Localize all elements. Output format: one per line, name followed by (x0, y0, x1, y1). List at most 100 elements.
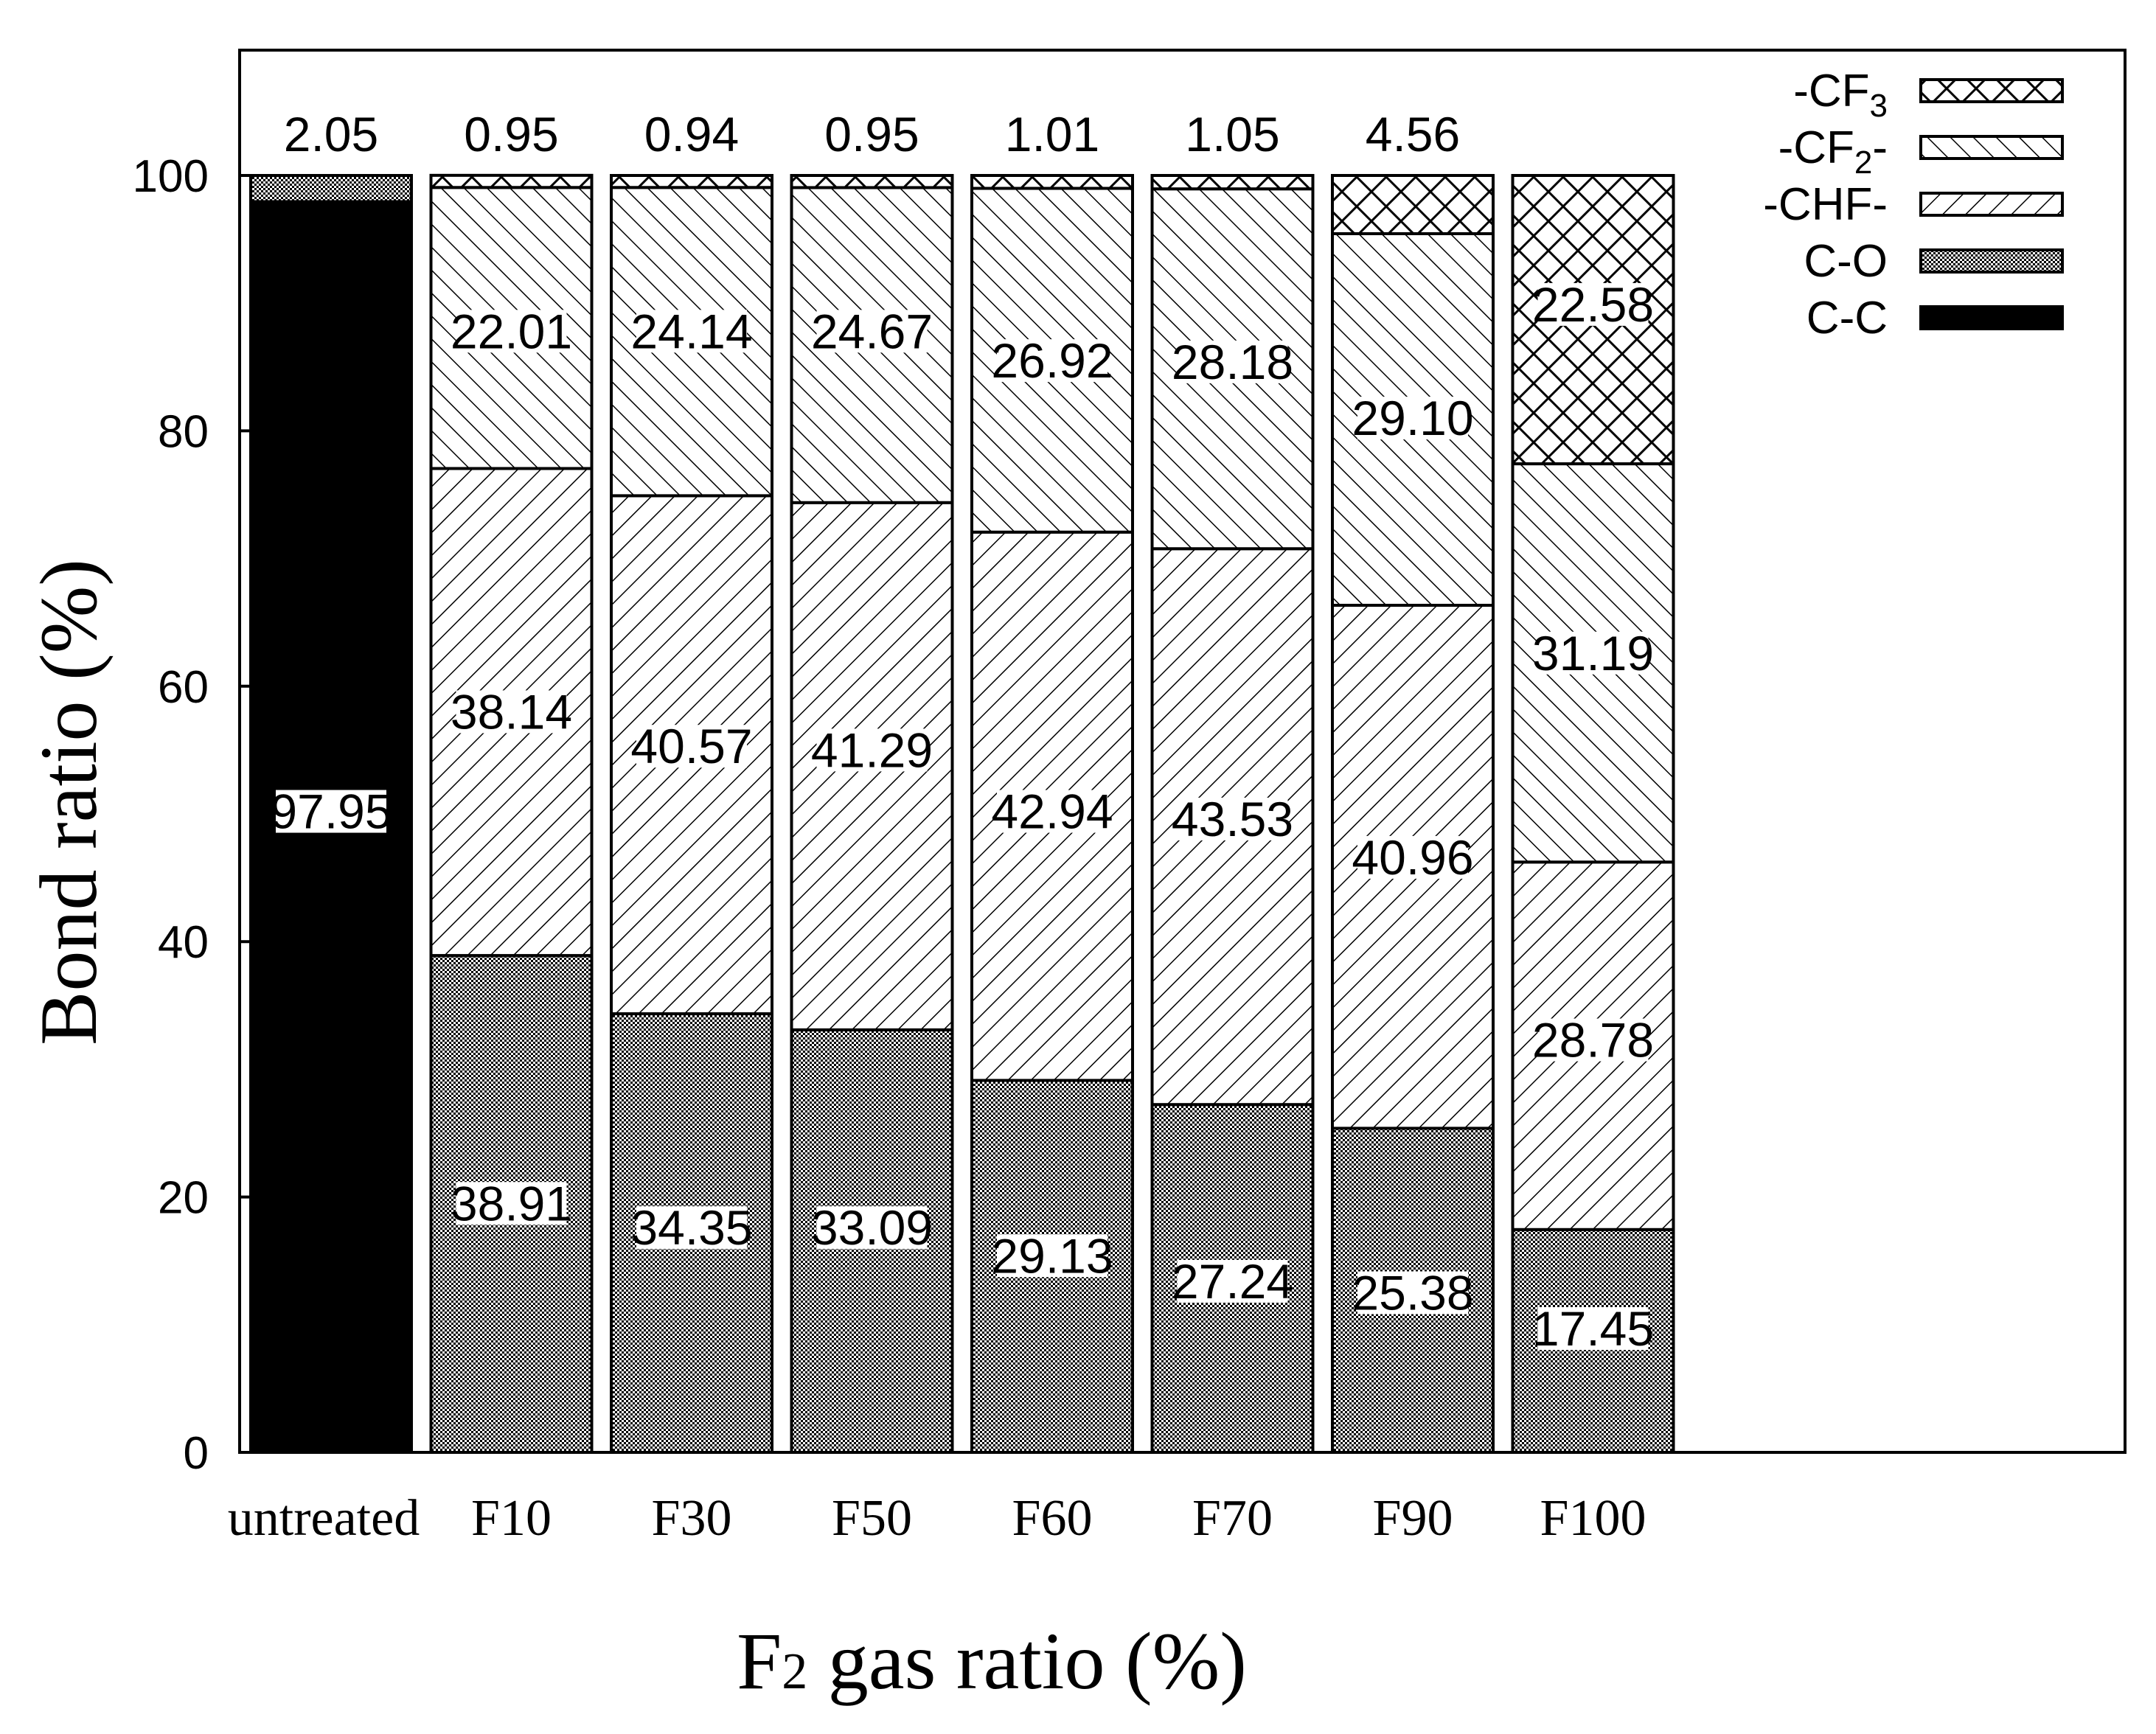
data-label: 28.18 (1172, 335, 1293, 389)
y-tick-label: 80 (158, 406, 209, 457)
y-tick-label: 20 (158, 1173, 209, 1224)
data-label: 26.92 (991, 333, 1113, 388)
legend-swatch (1919, 305, 2064, 330)
y-tick-label: 40 (158, 917, 209, 968)
x-category-label: F10 (471, 1490, 552, 1547)
data-label: 31.19 (1532, 626, 1654, 680)
data-label-bg (997, 1234, 1107, 1278)
bar-segment--CF3 (1331, 174, 1495, 235)
bar-segment-C-O (249, 174, 413, 203)
data-label-bg (1177, 340, 1288, 383)
bar-group-F70: 27.24 43.53 28.18 1.05 (1150, 107, 1315, 1455)
x-category-label: F50 (832, 1490, 912, 1547)
data-label: 97.95 (270, 784, 392, 839)
data-label-bg (997, 790, 1107, 833)
data-label-bg (636, 1206, 747, 1250)
y-axis-title: Bond ratio (%) (24, 559, 114, 1045)
x-category-label: F30 (652, 1490, 732, 1547)
data-label: 38.14 (451, 684, 572, 739)
data-label: 34.35 (630, 1200, 752, 1255)
x-category-label: F100 (1540, 1490, 1646, 1547)
data-label: 40.57 (630, 719, 752, 773)
data-label: 24.67 (811, 304, 933, 358)
data-label-bg (456, 690, 567, 734)
bar-group-untreated: 97.95 2.05 (249, 107, 413, 1455)
bar-group-F30: 34.35 40.57 24.14 0.94 (610, 107, 773, 1454)
y-tick-labels: 0 20 40 60 80 100 (133, 151, 256, 1479)
bar-group-F100: 17.45 28.78 31.19 22.58 (1511, 174, 1675, 1454)
data-label: 43.53 (1172, 792, 1293, 846)
data-label: 28.78 (1532, 1013, 1654, 1068)
data-label: 27.24 (1172, 1254, 1293, 1309)
data-label: 17.45 (1532, 1301, 1654, 1356)
x-category-label: F70 (1192, 1490, 1273, 1547)
bar-group-F10: 38.91 38.14 22.01 0.95 (429, 107, 594, 1455)
data-label-bg (276, 790, 386, 833)
bar-segment--CF3 (790, 174, 954, 189)
legend-label: -CHF- (1763, 179, 1888, 230)
data-label-bg (816, 728, 928, 772)
top-value-label: 0.94 (644, 107, 739, 161)
data-label-bg (816, 1206, 928, 1250)
legend-label: C-O (1804, 236, 1888, 287)
legend: -CF3-CF2--CHF- C-O C-C (1763, 66, 2064, 344)
legend-swatch (1919, 192, 2064, 217)
top-value-label: 0.95 (824, 107, 919, 161)
data-label-bg (1357, 397, 1468, 440)
legend-label: -CF2- (1778, 122, 1888, 181)
data-label-bg (1357, 835, 1468, 879)
legend-label: -CF3 (1793, 66, 1888, 124)
y-tick-label: 0 (184, 1428, 209, 1479)
data-label-bg (1357, 1271, 1468, 1315)
x-category-label: untreated (228, 1490, 420, 1547)
data-label: 29.13 (991, 1228, 1113, 1283)
y-tick-label: 60 (158, 662, 209, 713)
legend-swatch (1919, 78, 2064, 103)
y-tick-label: 100 (133, 151, 209, 202)
bar-segment--CF3 (970, 174, 1134, 190)
bar-group-F50: 33.09 41.29 24.67 0.95 (790, 107, 954, 1454)
data-label: 22.01 (451, 304, 572, 358)
bar-segment--CF3 (1150, 174, 1315, 191)
top-value-label: 0.95 (464, 107, 558, 161)
data-label-bg (1537, 1018, 1649, 1062)
bars-layer: 97.95 2.05 38.91 38.14 22.01 0.95 34.35 40.57 24… (249, 107, 1675, 1455)
x-axis-title: F2 gas ratio (%) (737, 1616, 1247, 1706)
data-label-bg (816, 310, 928, 353)
x-category-label: F90 (1373, 1490, 1453, 1547)
data-label: 40.96 (1352, 830, 1473, 885)
legend-label: C-C (1806, 293, 1888, 344)
data-label-bg (636, 310, 747, 353)
top-value-label: 1.01 (1005, 107, 1099, 161)
data-label: 24.14 (630, 304, 752, 358)
x-category-label: F60 (1012, 1490, 1093, 1547)
data-label: 41.29 (811, 722, 933, 777)
x-axis-title-main: F (737, 1616, 782, 1706)
legend-swatch (1919, 135, 2064, 160)
legend-swatch (1919, 248, 2064, 274)
data-label-bg (1177, 1259, 1288, 1303)
data-label: 25.38 (1352, 1266, 1473, 1320)
data-label-bg (1537, 631, 1649, 675)
top-value-label: 1.05 (1185, 107, 1279, 161)
data-label: 42.94 (991, 784, 1113, 839)
data-label-bg (456, 1182, 567, 1225)
top-value-label: 4.56 (1366, 107, 1460, 161)
data-label-bg (1177, 797, 1288, 840)
data-label-bg (636, 725, 747, 768)
data-label-bg (456, 310, 567, 353)
x-axis-title-subscript: 2 (782, 1643, 807, 1700)
x-axis-title-rest: gas ratio (%) (807, 1616, 1247, 1706)
x-category-labels: untreated F10 F30 F50 F60 F70 F90 F100 (228, 1490, 1646, 1547)
data-label-bg (997, 339, 1107, 383)
data-label: 33.09 (811, 1200, 933, 1255)
data-label: 38.91 (451, 1176, 572, 1230)
bar-group-F90: 25.38 40.96 29.10 4.56 (1331, 107, 1495, 1455)
top-value-label: 2.05 (284, 107, 378, 161)
bar-group-F60: 29.13 42.94 26.92 1.01 (970, 107, 1134, 1454)
data-label-bg (1537, 282, 1649, 326)
data-label: 29.10 (1352, 391, 1473, 445)
bar-segment--CF3 (429, 173, 594, 189)
bar-segment--CF3 (610, 174, 773, 189)
